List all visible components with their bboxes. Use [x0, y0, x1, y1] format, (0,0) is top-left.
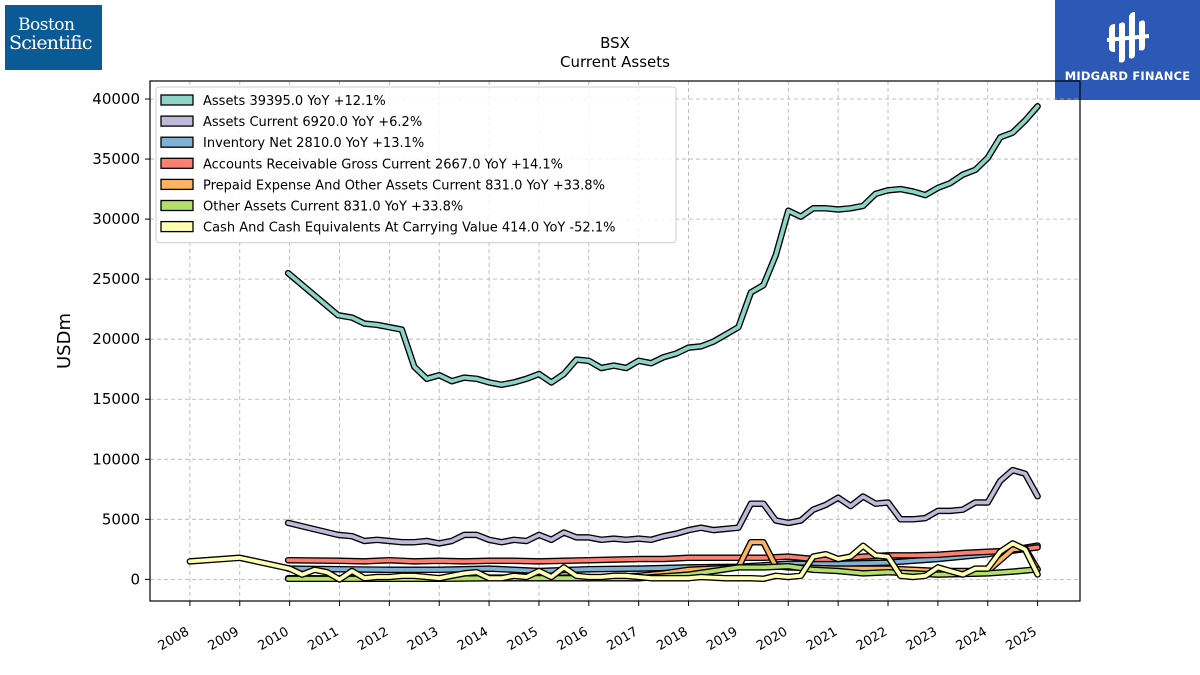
y-axis-label: USDm — [54, 313, 75, 369]
series-line — [286, 545, 1040, 564]
legend-item: Other Assets Current 831.0 YoY +33.8% — [160, 199, 463, 215]
x-tick-label: 2022 — [854, 624, 890, 654]
x-tick-label: 2011 — [305, 624, 341, 654]
logo-text-line1: Boston — [18, 15, 75, 35]
legend-swatch — [160, 94, 194, 106]
legend-label: Other Assets Current 831.0 YoY +33.8% — [203, 200, 463, 215]
legend-swatch — [160, 220, 194, 233]
legend: Assets 39395.0 YoY +12.1% Assets Current … — [155, 86, 677, 244]
series-6 — [284, 562, 1041, 583]
y-tick-label: 15000 — [92, 390, 140, 408]
series-1 — [284, 103, 1041, 389]
series-2 — [284, 466, 1041, 547]
x-tick-label: 2020 — [754, 624, 790, 654]
y-tick-label: 30000 — [92, 210, 140, 228]
y-tick-label: 35000 — [92, 150, 140, 168]
x-tick-label: 2010 — [255, 624, 291, 654]
chart-subtitle: Current Assets — [560, 53, 670, 71]
y-tick-label: 25000 — [92, 270, 140, 288]
legend-label: Inventory Net 2810.0 YoY +13.1% — [203, 136, 424, 151]
midgard-mark-icon — [1107, 12, 1149, 63]
y-tick-label: 40000 — [92, 90, 140, 108]
y-tick-label: 20000 — [92, 330, 140, 348]
logo-name: MIDGARD FINANCE — [1064, 69, 1191, 83]
series-7 — [186, 540, 1041, 583]
series-line — [286, 564, 1040, 581]
y-tick-label: 0 — [130, 570, 140, 588]
x-tick-label: 2013 — [405, 624, 441, 654]
legend-swatch — [160, 157, 194, 169]
legend-item: Inventory Net 2810.0 YoY +13.1% — [160, 136, 424, 151]
series-line — [286, 468, 1040, 546]
x-tick-label: 2015 — [505, 624, 541, 654]
legend-swatch — [160, 115, 194, 127]
plot-frame — [149, 80, 1081, 602]
x-tick-label: 2023 — [904, 624, 940, 654]
chart-title: BSX — [600, 34, 630, 52]
x-tick-label: 2016 — [555, 624, 591, 654]
x-tick-label: 2024 — [954, 624, 990, 654]
series-layer — [186, 103, 1041, 583]
legend-label: Accounts Receivable Gross Current 2667.0… — [203, 157, 563, 172]
legend-label: Cash And Cash Equivalents At Carrying Va… — [203, 221, 615, 236]
logo-text-line2: Scientific — [9, 32, 92, 54]
y-tick-label: 5000 — [102, 510, 140, 528]
legend-label: Prepaid Expense And Other Assets Current… — [203, 178, 605, 193]
x-tick-label: 2025 — [1003, 624, 1039, 654]
series-3 — [284, 542, 1041, 575]
legend-swatch — [160, 199, 194, 212]
midgard-finance-logo: MIDGARD FINANCE — [1055, 0, 1200, 100]
legend-swatch — [160, 178, 194, 191]
legend-item: Prepaid Expense And Other Assets Current… — [160, 178, 605, 193]
series-4 — [284, 544, 1041, 565]
y-axis: 0 5000 10000 15000 20000 25000 30000 35000 40000 — [92, 90, 150, 588]
x-tick-label: 2019 — [704, 624, 740, 654]
legend-label: Assets Current 6920.0 YoY +6.2% — [203, 115, 422, 130]
x-tick-label: 2014 — [455, 624, 491, 654]
legend-box — [155, 86, 677, 244]
x-tick-label: 2008 — [156, 624, 192, 654]
x-tick-label: 2009 — [206, 624, 242, 654]
legend-item: Accounts Receivable Gross Current 2667.0… — [160, 157, 563, 172]
boston-scientific-logo: Boston Scientific — [5, 5, 102, 70]
legend-item: Assets Current 6920.0 YoY +6.2% — [160, 115, 422, 130]
legend-item: Cash And Cash Equivalents At Carrying Va… — [160, 220, 615, 236]
series-line — [286, 543, 1040, 573]
y-tick-label: 10000 — [92, 450, 140, 468]
x-tick-label: 2018 — [654, 624, 690, 654]
x-tick-label: 2017 — [605, 624, 641, 654]
legend-item: Assets 39395.0 YoY +12.1% — [160, 94, 386, 109]
x-tick-label: 2021 — [804, 624, 840, 654]
x-axis: 2008 2009 2010 2011 2012 2013 2014 2015 2016 2017… — [156, 601, 1040, 654]
series-line-outline — [284, 466, 1041, 547]
legend-label: Assets 39395.0 YoY +12.1% — [203, 94, 386, 109]
x-tick-label: 2012 — [355, 624, 391, 654]
series-line — [188, 541, 1040, 582]
series-line — [286, 104, 1040, 387]
legend-swatch — [160, 136, 194, 148]
